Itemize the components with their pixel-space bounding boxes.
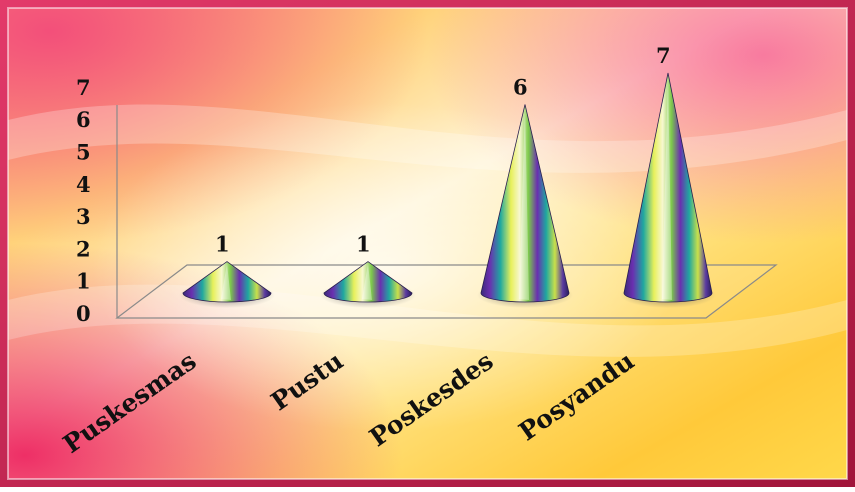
data-label: 6 bbox=[513, 74, 528, 99]
y-tick-label: 2 bbox=[76, 236, 91, 261]
floor bbox=[115, 264, 778, 319]
y-tick-label: 6 bbox=[76, 107, 91, 132]
cone-mark-puskesmas bbox=[182, 261, 272, 303]
data-labels: 1 1 6 7 bbox=[215, 43, 671, 257]
y-tick-label: 1 bbox=[76, 269, 91, 294]
y-tick-label: 7 bbox=[76, 75, 91, 100]
cone-mark-pustu bbox=[323, 261, 413, 303]
plot-area bbox=[115, 105, 778, 319]
cone-mark-posyandu bbox=[623, 72, 713, 303]
cone-highlight bbox=[362, 263, 372, 300]
y-tick-label: 4 bbox=[76, 172, 91, 197]
data-label: 7 bbox=[656, 43, 671, 68]
cone-highlight bbox=[519, 106, 529, 300]
y-tick-label: 5 bbox=[76, 140, 91, 165]
cone-highlight bbox=[221, 263, 231, 300]
cone-highlight bbox=[662, 75, 672, 300]
y-tick-label: 0 bbox=[76, 301, 91, 326]
cone-mark-poskesdes bbox=[480, 104, 570, 303]
y-tick-label: 3 bbox=[76, 204, 91, 229]
data-label: 1 bbox=[356, 232, 371, 257]
data-label: 1 bbox=[215, 232, 230, 257]
y-axis: 0 1 2 3 4 5 6 7 bbox=[76, 75, 91, 326]
cones bbox=[179, 72, 716, 308]
